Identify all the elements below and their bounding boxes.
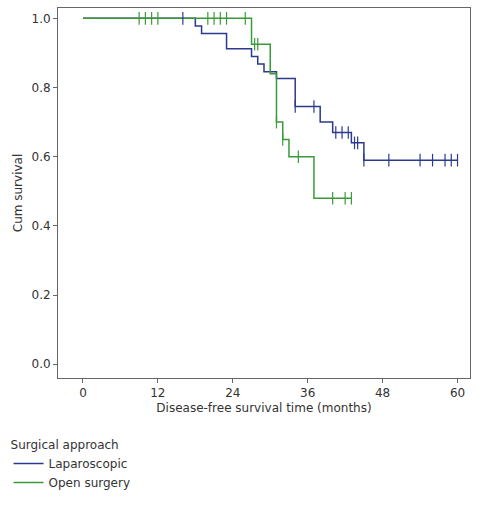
svg-text:0.8: 0.8	[32, 81, 51, 95]
svg-text:Surgical approach: Surgical approach	[11, 438, 119, 452]
svg-text:0.6: 0.6	[32, 150, 51, 164]
svg-text:Laparoscopic: Laparoscopic	[49, 457, 128, 471]
svg-text:48: 48	[375, 386, 390, 400]
svg-text:12: 12	[150, 386, 165, 400]
svg-text:Cum survival: Cum survival	[11, 154, 25, 233]
svg-text:0.0: 0.0	[32, 357, 51, 371]
svg-text:0: 0	[79, 386, 87, 400]
svg-text:Open surgery: Open surgery	[49, 476, 130, 490]
svg-text:1.0: 1.0	[32, 12, 51, 26]
svg-text:24: 24	[225, 386, 240, 400]
svg-text:60: 60	[450, 386, 465, 400]
svg-text:36: 36	[300, 386, 315, 400]
svg-text:0.2: 0.2	[32, 288, 51, 302]
svg-text:0.4: 0.4	[32, 219, 51, 233]
svg-text:Disease-free survival time (mo: Disease-free survival time (months)	[156, 401, 371, 415]
